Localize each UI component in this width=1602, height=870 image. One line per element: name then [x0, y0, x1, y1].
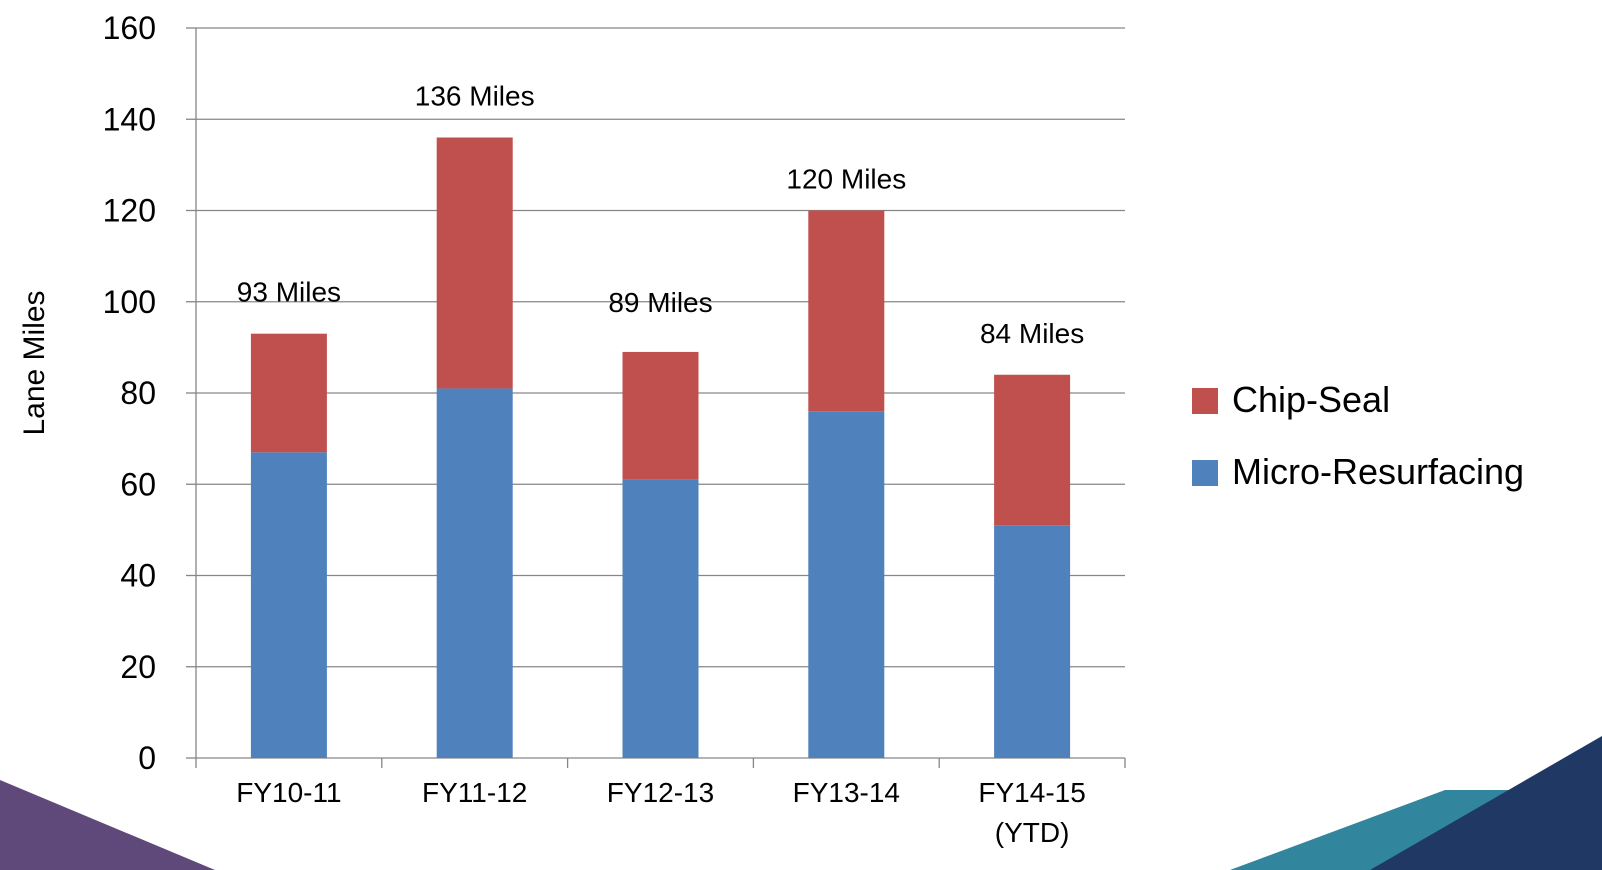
bar-chip-seal: [808, 210, 885, 412]
y-tick-label: 60: [120, 466, 156, 502]
x-axis-ticks: FY10-11 FY11-12 FY12-13 FY13-14 FY14-15 (YTD): [236, 777, 1086, 848]
y-tick-label: 40: [120, 558, 156, 594]
y-tick-label: 80: [120, 375, 156, 411]
legend-swatch: [1192, 388, 1218, 414]
y-tick-label: 0: [138, 740, 156, 776]
x-tick-label: FY10-11: [236, 777, 341, 808]
bar-micro-resurfacing: [436, 388, 513, 758]
y-tick-label: 120: [103, 193, 156, 229]
total-label: 120 Miles: [786, 164, 906, 195]
bar-chip-seal: [250, 333, 327, 453]
bar-micro-resurfacing: [250, 452, 327, 758]
total-label: 84 Miles: [980, 318, 1084, 349]
bar-micro-resurfacing: [622, 479, 699, 758]
bar-micro-resurfacing: [994, 525, 1071, 758]
y-tick-label: 100: [103, 284, 156, 320]
legend-swatch: [1192, 460, 1218, 486]
x-tick-label: FY13-14: [793, 777, 900, 808]
total-label: 89 Miles: [608, 287, 712, 318]
total-label: 136 Miles: [415, 81, 535, 112]
y-tick-label: 160: [103, 10, 156, 46]
legend-label: Micro-Resurfacing: [1232, 451, 1524, 492]
decorative-purple-shape: [0, 780, 215, 870]
x-tick-label: (YTD): [995, 817, 1070, 848]
x-tick-label: FY11-12: [422, 777, 527, 808]
total-labels: 93 Miles 136 Miles 89 Miles 120 Miles 84 Mil…: [237, 81, 1084, 349]
bar-micro-resurfacing: [808, 411, 885, 758]
bar-chip-seal: [994, 374, 1071, 526]
legend: Chip-Seal Micro-Resurfacing: [1192, 379, 1524, 492]
y-tick-label: 140: [103, 101, 156, 137]
legend-label: Chip-Seal: [1232, 379, 1390, 420]
x-tick-label: FY14-15: [978, 777, 1085, 808]
bars: [250, 137, 1071, 758]
y-axis-label: Lane Miles: [18, 290, 51, 435]
bar-chip-seal: [436, 137, 513, 389]
x-tick-label: FY12-13: [607, 777, 714, 808]
decorative-teal-shape: [1230, 790, 1510, 870]
total-label: 93 Miles: [237, 277, 341, 308]
bar-chip-seal: [622, 351, 699, 480]
y-tick-label: 20: [120, 649, 156, 685]
y-axis-ticks: 0 20 40 60 80 100 120 140 160: [103, 10, 196, 776]
decorative-navy-shape: [1370, 736, 1602, 870]
